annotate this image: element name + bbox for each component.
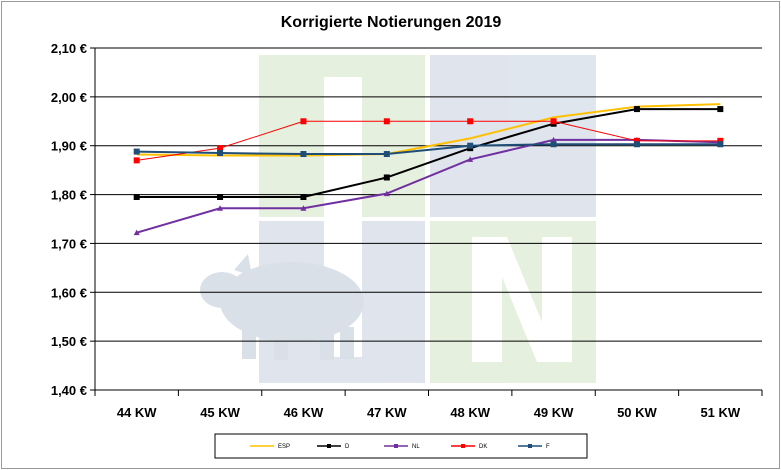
legend-entry-nl: NL [384,444,420,450]
data-point [633,106,640,113]
data-point [217,194,224,201]
x-tick-label: 46 KW [284,405,324,420]
data-point [383,190,390,197]
chart-title: Korrigierte Notierungen 2019 [281,14,502,31]
series-line-f [136,143,721,156]
legend-label: NL [412,444,420,450]
data-point [717,137,724,144]
data-point [300,205,307,211]
y-tick-label: 2,00 € [51,90,87,105]
x-tick-label: 47 KW [367,405,407,420]
x-tick-label: 45 KW [200,405,240,420]
y-tick-label: 1,40 € [51,383,87,398]
y-tick-label: 1,60 € [51,285,87,300]
legend-entry-f: F [518,444,550,450]
legend-entry-esp: ESP [250,444,290,450]
data-point [300,151,307,158]
y-tick-label: 2,10 € [51,41,87,56]
x-tick-label: 48 KW [450,405,490,420]
legend-label: DK [479,444,487,450]
data-point [217,205,224,211]
x-axis-labels: 44 KW 45 KW 46 KW 47 KW 48 KW 49 KW 50 KW 51 KW [117,405,741,420]
data-point [717,141,724,148]
series-f [133,141,724,158]
legend-label: ESP [278,444,290,450]
data-point [550,141,557,148]
series-line-dk [136,120,721,161]
axes [90,47,763,396]
legend-entry-d: D [317,444,350,450]
data-point [133,194,140,201]
legend-label: F [546,444,550,450]
x-tick-label: 44 KW [117,405,157,420]
data-point [550,136,557,143]
data-point [133,157,140,164]
data-point [300,118,307,125]
legend-entry-dk: DK [451,444,487,450]
y-tick-label: 1,70 € [51,236,87,251]
data-point [550,118,557,125]
series-line-esp [136,103,721,157]
series-line-d [136,108,721,199]
series-lines [133,103,724,236]
data-point [133,148,140,155]
data-point [467,118,474,125]
legend-marker [461,444,465,448]
data-point [217,145,224,152]
data-point [217,150,224,157]
legend-label: D [345,444,350,450]
data-point [133,229,140,236]
x-tick-label: 49 KW [534,405,574,420]
data-point [383,151,390,158]
legend-marker [528,444,532,448]
y-axis-labels: 1,40 € 1,50 € 1,60 € 1,70 € 1,80 € 1,90 € 2,00… [51,41,87,398]
gridlines [95,47,762,391]
legend-marker [394,444,398,448]
legend: ESP D NL DK F [214,433,588,459]
data-point [383,174,390,181]
series-dk [133,118,724,164]
isn-logo-watermark [200,55,596,383]
data-point [383,118,390,125]
data-point [717,106,724,113]
x-tick-label: 50 KW [617,405,657,420]
data-point [633,137,640,144]
series-line-nl [136,138,721,234]
series-esp [136,103,721,157]
y-tick-label: 1,80 € [51,188,87,203]
x-tick-label: 51 KW [700,405,740,420]
pig-silhouette-icon [200,254,364,360]
data-point [300,194,307,201]
legend-marker [327,444,331,448]
data-point [467,156,474,162]
y-tick-label: 1,90 € [51,139,87,154]
y-tick-label: 1,50 € [51,334,87,349]
data-point [467,142,474,149]
data-point [633,141,640,148]
